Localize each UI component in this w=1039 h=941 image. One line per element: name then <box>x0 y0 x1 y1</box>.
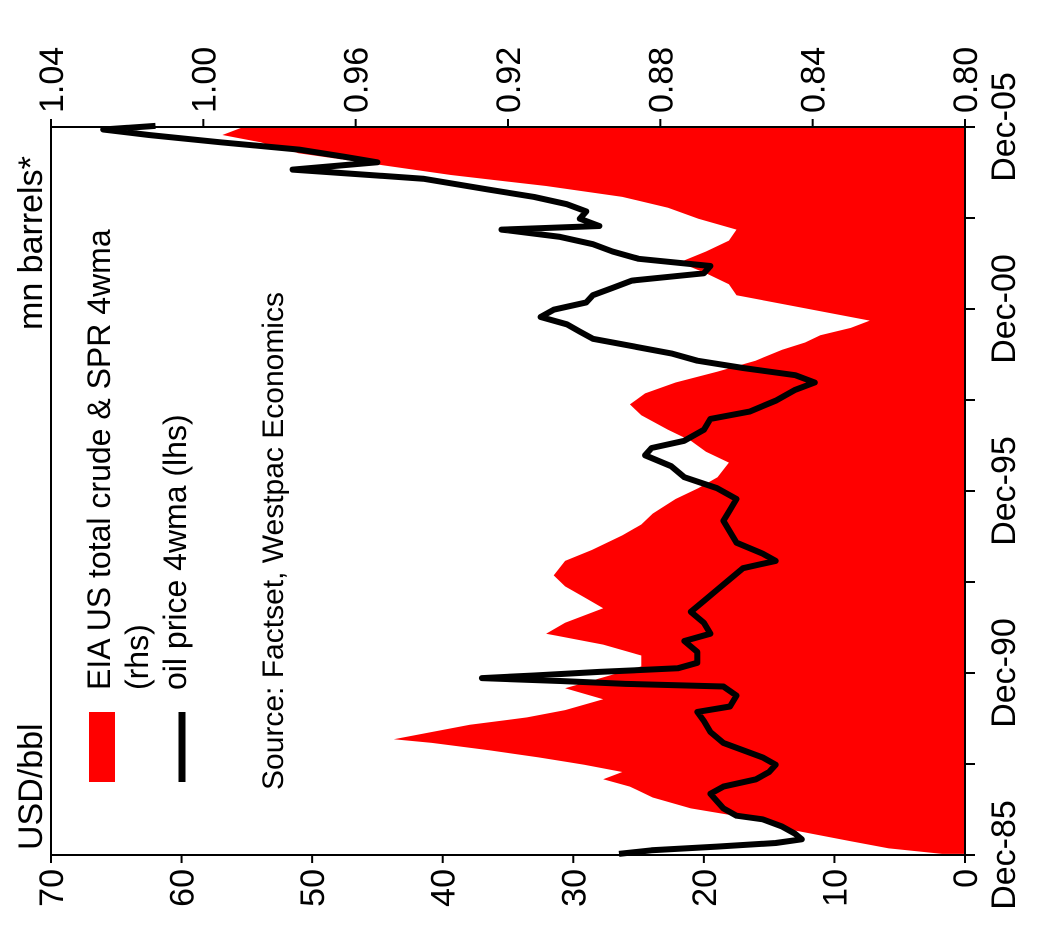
right-axis-tick-label: 0.84 <box>795 47 833 113</box>
time-axis-tick-label: Dec-00 <box>985 254 1023 364</box>
legend-entry-area: EIA US total crude & SPR 4wma <box>81 229 117 690</box>
right-axis-tick-label: 0.92 <box>490 47 528 113</box>
right-axis-tick-label: 0.80 <box>947 47 985 113</box>
left-axis-tick-label: 0 <box>947 869 985 888</box>
axis-ticks <box>50 119 975 863</box>
time-axis-tick-label: Dec-90 <box>985 618 1023 728</box>
legend-entry-line: oil price 4wma (lhs) <box>157 414 193 690</box>
time-axis-tick-label: Dec-05 <box>985 72 1023 182</box>
time-axis-tick-label: Dec-85 <box>985 800 1023 910</box>
right-axis-unit-label: mn barrels* <box>12 156 50 330</box>
oil-price-line <box>100 122 818 857</box>
left-axis-tick-label: 10 <box>816 869 854 907</box>
right-axis-tick-label: 1.04 <box>33 47 71 113</box>
left-axis-tick-label: 20 <box>686 869 724 907</box>
time-axis-tick-label: Dec-95 <box>985 436 1023 546</box>
legend-entry-area-rhs: (rhs) <box>119 624 155 690</box>
right-axis-tick-label: 0.88 <box>642 47 680 113</box>
right-axis-tick-label: 0.96 <box>338 47 376 113</box>
left-axis-tick-label: 40 <box>425 869 463 907</box>
axis-labels: 0 10 20 30 40 50 60 70 0.80 0.84 0.88 0.92 0.96 1.00 1… <box>33 47 1023 910</box>
crude-inventory-area <box>222 127 965 854</box>
left-axis-tick-label: 30 <box>555 869 593 907</box>
left-axis-unit-label: USD/bbl <box>12 723 50 850</box>
legend-area-swatch <box>89 712 115 782</box>
left-axis-tick-label: 60 <box>164 869 202 907</box>
right-axis-tick-label: 1.00 <box>185 47 223 113</box>
source-note: Source: Factset, Westpac Economics <box>257 292 290 790</box>
left-axis-tick-label: 70 <box>33 869 71 907</box>
left-axis-tick-label: 50 <box>294 869 332 907</box>
